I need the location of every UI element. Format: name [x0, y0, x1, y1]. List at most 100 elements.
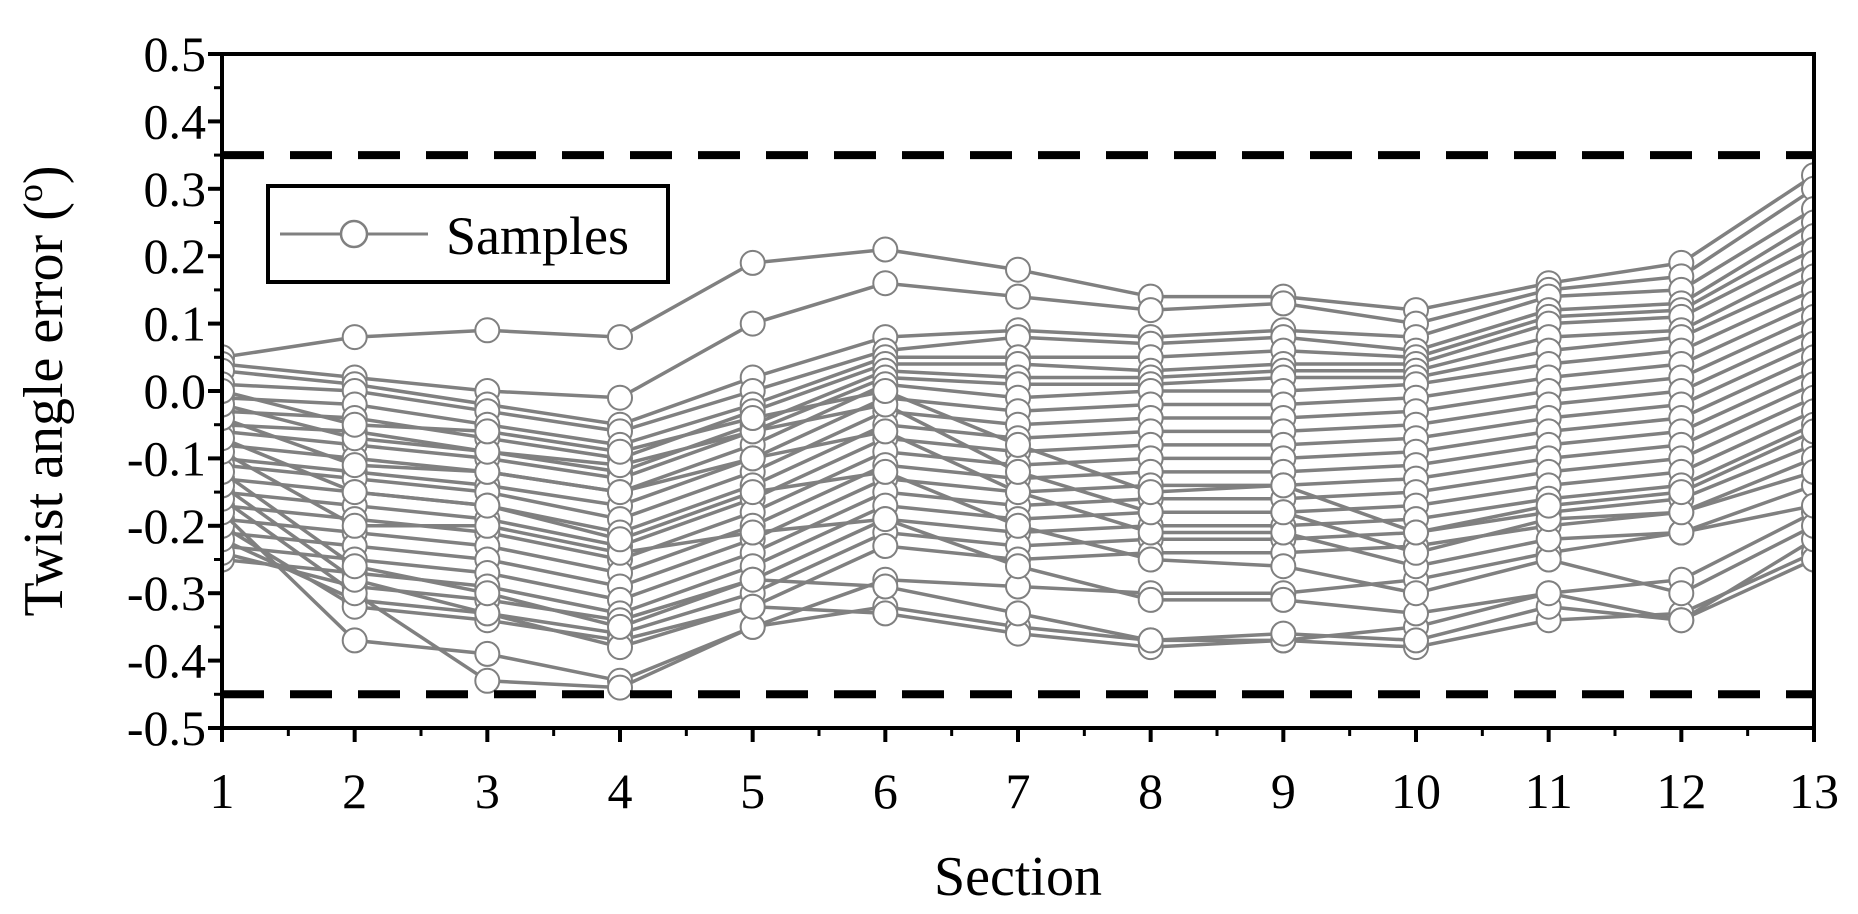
- y-tick-label: 0.0: [144, 363, 207, 419]
- series-29: [222, 391, 1814, 566]
- data-point: [1137, 627, 1164, 654]
- data-point: [1005, 283, 1031, 310]
- x-tick-label: 2: [342, 763, 367, 819]
- data-point: [1801, 458, 1814, 485]
- data-point: [872, 600, 899, 627]
- data-point: [1270, 586, 1297, 613]
- data-point: [739, 445, 766, 472]
- data-point: [739, 479, 766, 506]
- data-point: [1668, 607, 1695, 634]
- data-point: [341, 452, 368, 479]
- data-point: [739, 405, 766, 431]
- y-tick-label: 0.2: [144, 228, 207, 284]
- data-point: [1801, 175, 1814, 202]
- data-point: [607, 384, 633, 411]
- y-axis-title: Twist angle error (o): [10, 165, 75, 616]
- x-tick-label: 6: [873, 763, 898, 819]
- y-tick-label: 0.3: [144, 161, 207, 217]
- data-point: [1403, 519, 1429, 546]
- data-point: [1137, 546, 1164, 573]
- x-tick-label: 9: [1271, 763, 1296, 819]
- y-tick-label: -0.2: [127, 498, 206, 554]
- x-tick-label: 5: [740, 763, 765, 819]
- y-tick-label: 0.1: [144, 296, 207, 352]
- data-point: [739, 566, 766, 593]
- series-layer: [222, 162, 1814, 701]
- data-point: [1005, 600, 1031, 627]
- data-point: [1005, 458, 1031, 485]
- data-point: [607, 438, 633, 465]
- data-point: [1668, 479, 1695, 506]
- y-tick-label: -0.1: [127, 430, 206, 486]
- data-point: [474, 667, 501, 694]
- y-tick-label: -0.4: [127, 633, 206, 689]
- data-point: [872, 236, 899, 263]
- x-tick-label: 11: [1525, 763, 1573, 819]
- legend-label: Samples: [446, 206, 629, 266]
- data-point: [1137, 586, 1164, 613]
- y-axis-title-close: ): [13, 165, 75, 184]
- data-point: [607, 324, 633, 351]
- x-tick-label: 13: [1789, 763, 1839, 819]
- series-27: [222, 425, 1814, 607]
- data-point: [474, 580, 501, 607]
- data-point: [1005, 431, 1031, 458]
- data-point: [341, 553, 368, 580]
- data-point: [1801, 492, 1814, 519]
- y-axis-title-degree: o: [10, 184, 50, 202]
- data-point: [607, 526, 633, 553]
- data-point: [872, 573, 899, 600]
- y-tick-label: 0.4: [144, 93, 207, 149]
- limit-lines: [222, 151, 1814, 699]
- y-axis-title-main: Twist angle error (: [13, 202, 75, 616]
- data-point: [1668, 580, 1695, 607]
- data-point: [341, 411, 368, 438]
- series-30: [222, 378, 1814, 546]
- data-point: [1005, 512, 1031, 539]
- data-point: [1403, 627, 1429, 654]
- data-point: [341, 479, 368, 506]
- data-point: [1137, 297, 1164, 324]
- data-point: [474, 640, 501, 667]
- data-point: [872, 418, 899, 445]
- data-point: [872, 533, 899, 559]
- x-tick-label: 3: [475, 763, 500, 819]
- data-point: [1535, 492, 1562, 519]
- x-tick-label: 1: [210, 763, 235, 819]
- data-point: [872, 378, 899, 404]
- series-28: [222, 405, 1814, 580]
- y-tick-label: -0.3: [127, 565, 206, 621]
- data-point: [341, 512, 368, 539]
- data-point: [1270, 553, 1297, 580]
- data-point: [872, 458, 899, 485]
- data-point: [1403, 580, 1429, 607]
- data-point: [1137, 479, 1164, 506]
- data-point: [222, 378, 235, 404]
- data-point: [474, 418, 501, 445]
- data-point: [1801, 546, 1814, 573]
- data-point: [1005, 553, 1031, 580]
- data-point: [739, 310, 766, 337]
- legend-marker: [339, 219, 369, 249]
- x-tick-label: 4: [608, 763, 633, 819]
- data-point: [1801, 512, 1814, 539]
- axis-ticks: [208, 52, 1816, 742]
- x-tick-label: 8: [1138, 763, 1163, 819]
- data-point: [1535, 580, 1562, 607]
- data-point: [739, 249, 766, 276]
- data-point: [474, 317, 501, 344]
- data-point: [1270, 290, 1297, 317]
- data-point: [607, 479, 633, 506]
- data-point: [222, 458, 235, 485]
- x-tick-label: 10: [1391, 763, 1441, 819]
- data-point: [607, 674, 633, 701]
- data-point: [739, 519, 766, 546]
- series-25: [222, 458, 1814, 654]
- data-point: [739, 593, 766, 620]
- x-axis-title: Section: [934, 846, 1102, 908]
- data-point: [341, 627, 368, 654]
- data-point: [872, 270, 899, 297]
- x-tick-label: 7: [1006, 763, 1031, 819]
- data-point: [607, 613, 633, 640]
